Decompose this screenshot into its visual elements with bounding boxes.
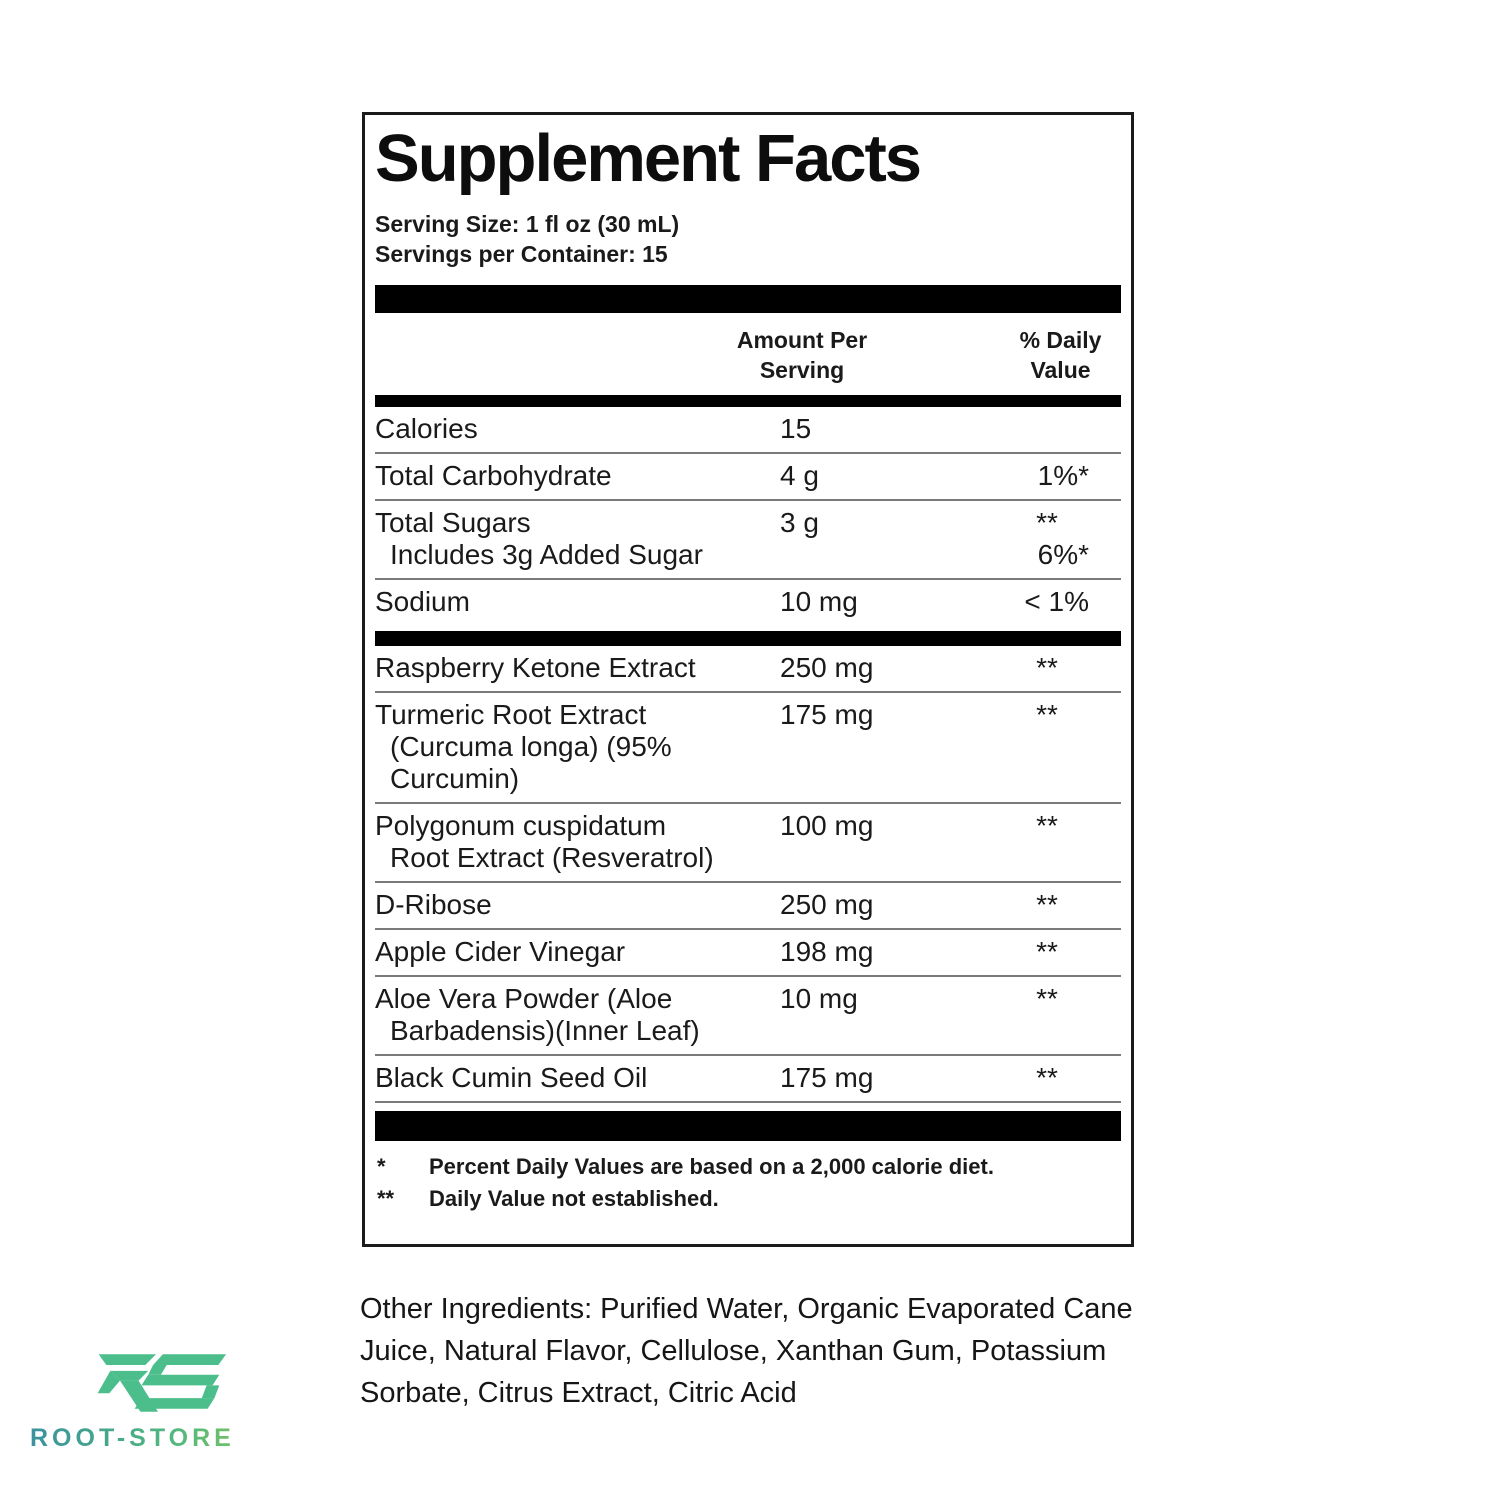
row-daily-value: ** <box>1005 1062 1121 1094</box>
row-label: Polygonum cuspidatum Root Extract (Resver… <box>375 810 780 874</box>
footnote-text: Daily Value not established. <box>429 1186 719 1211</box>
row-daily-value: ** <box>1005 889 1121 921</box>
row-amount: 175 mg <box>780 699 874 730</box>
row-label: Sodium <box>375 586 780 618</box>
nutrient-rows-section: Calories 15 Total Carbohydrate 4 g 1%* Total … <box>375 407 1121 625</box>
footnotes-section: * Percent Daily Values are based on a 2,0… <box>375 1141 1121 1223</box>
row-label-line: Barbadensis)(Inner Leaf) <box>390 1015 700 1046</box>
row-label-line: Curcumin) <box>390 763 520 794</box>
daily-value-text: ** <box>1036 936 1058 967</box>
row-amount: 3 g <box>780 507 819 538</box>
divider-bar-medium <box>375 395 1121 407</box>
servings-per-container: Servings per Container: 15 <box>375 241 668 267</box>
row-label-line: D-Ribose <box>375 889 492 920</box>
row-label: Total Sugars Includes 3g Added Sugar <box>375 507 780 571</box>
row-label-line: Apple Cider Vinegar <box>375 936 626 967</box>
supplement-facts-title: Supplement Facts <box>375 121 922 196</box>
row-label-line: Includes 3g Added Sugar <box>390 539 703 570</box>
row-label-line: Raspberry Ketone Extract <box>375 652 696 683</box>
footnote-text: Percent Daily Values are based on a 2,00… <box>429 1154 994 1179</box>
table-row: Total Carbohydrate 4 g 1%* <box>375 452 1121 499</box>
row-amount: 250 mg <box>780 652 874 683</box>
footnote-row: * Percent Daily Values are based on a 2,0… <box>377 1151 1121 1183</box>
row-amount: 198 mg <box>780 936 874 967</box>
serving-size: Serving Size: 1 fl oz (30 mL) <box>375 211 680 237</box>
row-daily-value: ** <box>1005 936 1121 968</box>
footnote-row: ** Daily Value not established. <box>377 1183 1121 1215</box>
row-label: Raspberry Ketone Extract <box>375 652 780 684</box>
daily-value-text: < 1% <box>1024 586 1089 617</box>
daily-value-text: ** <box>1036 1062 1058 1093</box>
row-daily-value: ** <box>1005 810 1121 874</box>
row-daily-value: ** <box>1005 652 1121 684</box>
table-row: Aloe Vera Powder (Aloe Barbadensis)(Inner… <box>375 975 1121 1054</box>
row-daily-value: ** 6%* <box>1005 507 1121 571</box>
daily-value-text: ** <box>1036 699 1058 730</box>
row-amount: 100 mg <box>780 810 874 841</box>
divider-bar-thick <box>375 285 1121 313</box>
footnote-marker: * <box>377 1154 386 1179</box>
row-label: Aloe Vera Powder (Aloe Barbadensis)(Inner… <box>375 983 780 1047</box>
ingredient-rows-section: Raspberry Ketone Extract 250 mg ** Turmeric… <box>375 646 1121 1101</box>
row-label: Turmeric Root Extract (Curcuma longa) (95… <box>375 699 780 795</box>
row-label-line: Sodium <box>375 586 470 617</box>
row-label-line: Root Extract (Resveratrol) <box>390 842 714 873</box>
daily-value-text: 6%* <box>1037 539 1089 570</box>
daily-value-text: 1%* <box>1037 460 1089 491</box>
row-label-line: Black Cumin Seed Oil <box>375 1062 648 1093</box>
row-daily-value: ** <box>1005 983 1121 1047</box>
table-row: Apple Cider Vinegar 198 mg ** <box>375 928 1121 975</box>
row-amount: 15 <box>780 413 812 444</box>
divider-bar-medium <box>375 631 1121 646</box>
row-amount: 175 mg <box>780 1062 874 1093</box>
table-row: Raspberry Ketone Extract 250 mg ** <box>375 646 1121 691</box>
row-daily-value: ** <box>1005 699 1121 795</box>
root-store-wordmark: ROOT-STORE <box>30 1424 290 1453</box>
daily-value-text: ** <box>1036 810 1058 841</box>
row-label-line: Turmeric Root Extract <box>375 699 647 730</box>
table-row: Turmeric Root Extract (Curcuma longa) (95… <box>375 691 1121 802</box>
table-row: Black Cumin Seed Oil 175 mg ** <box>375 1054 1121 1101</box>
row-label-line: Total Carbohydrate <box>375 460 612 491</box>
row-separator <box>375 1101 1121 1103</box>
row-daily-value <box>1005 413 1121 445</box>
table-row: Sodium 10 mg < 1% <box>375 578 1121 625</box>
daily-value-text: ** <box>1036 889 1058 920</box>
serving-info: Serving Size: 1 fl oz (30 mL) Servings p… <box>375 209 1121 269</box>
row-label-line: Polygonum cuspidatum <box>375 810 667 841</box>
table-row: Calories 15 <box>375 407 1121 452</box>
table-row: D-Ribose 250 mg ** <box>375 881 1121 928</box>
footnote-marker: ** <box>377 1186 395 1211</box>
daily-value-text: ** <box>1036 507 1058 538</box>
rs-monogram-icon <box>97 1354 227 1412</box>
row-amount: 10 mg <box>780 586 858 617</box>
daily-value-text: ** <box>1036 983 1058 1014</box>
row-amount: 4 g <box>780 460 819 491</box>
row-label: Apple Cider Vinegar <box>375 936 780 968</box>
row-label-line: Calories <box>375 413 478 444</box>
column-header-row: Amount Per Serving % Daily Value <box>375 313 1121 395</box>
root-store-logo: ROOT-STORE <box>30 1350 290 1453</box>
divider-bar-thick <box>375 1111 1121 1141</box>
table-row: Total Sugars Includes 3g Added Sugar 3 g **… <box>375 499 1121 578</box>
daily-value-text: ** <box>1036 652 1058 683</box>
row-label-line: Aloe Vera Powder (Aloe <box>375 983 673 1014</box>
row-label-line: Total Sugars <box>375 507 531 538</box>
table-row: Polygonum cuspidatum Root Extract (Resver… <box>375 802 1121 881</box>
row-label: Calories <box>375 413 780 445</box>
row-label: D-Ribose <box>375 889 780 921</box>
row-amount: 10 mg <box>780 983 858 1014</box>
row-daily-value: < 1% <box>1005 586 1121 618</box>
row-daily-value: 1%* <box>1005 460 1121 492</box>
row-amount: 250 mg <box>780 889 874 920</box>
other-ingredients-text: Other Ingredients: Purified Water, Organ… <box>360 1293 1133 1409</box>
amount-per-serving-header: Amount Per Serving <box>736 327 868 383</box>
supplement-facts-panel: Supplement Facts Serving Size: 1 fl oz (… <box>362 112 1134 1247</box>
row-label: Total Carbohydrate <box>375 460 780 492</box>
row-label: Black Cumin Seed Oil <box>375 1062 780 1094</box>
row-label-line: (Curcuma longa) (95% <box>390 731 672 762</box>
percent-daily-value-header: % Daily Value <box>1019 327 1102 383</box>
